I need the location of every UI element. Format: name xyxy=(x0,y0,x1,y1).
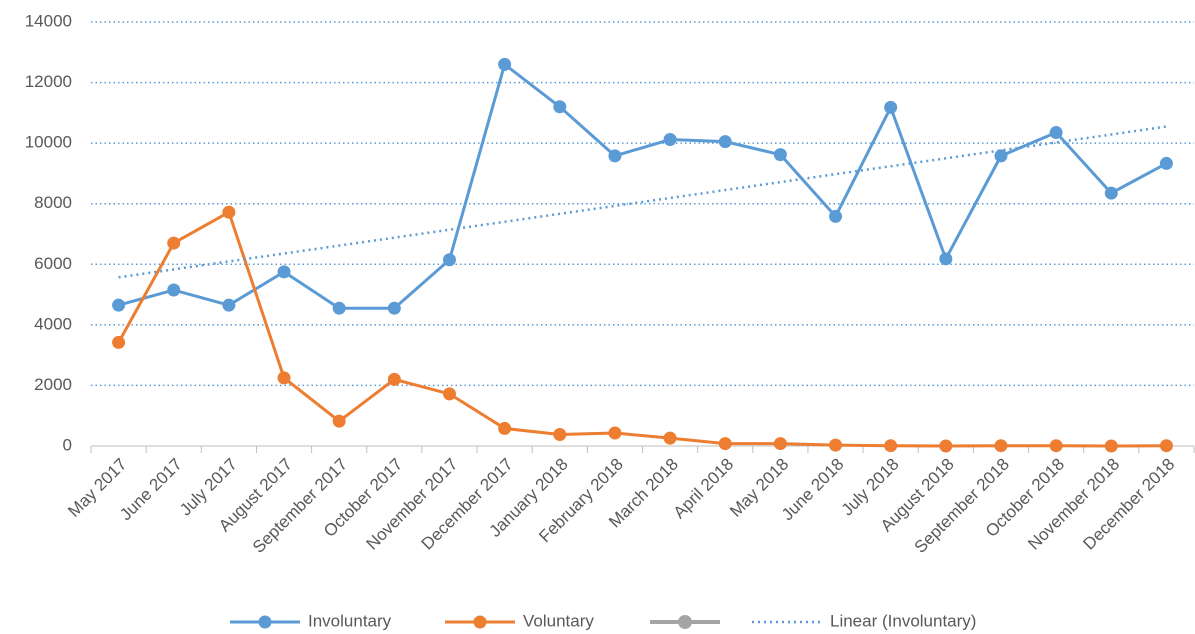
point xyxy=(718,135,732,149)
x-tick-label: September 2017 xyxy=(249,455,351,557)
point xyxy=(553,100,567,114)
point xyxy=(608,426,622,440)
y-tick-label: 6000 xyxy=(34,254,72,273)
point xyxy=(332,414,346,428)
point xyxy=(829,209,843,223)
point xyxy=(1104,186,1118,200)
point xyxy=(884,100,898,114)
point xyxy=(442,253,456,267)
point xyxy=(112,298,126,312)
point xyxy=(498,57,512,71)
trendline xyxy=(118,125,1167,279)
point xyxy=(553,427,567,441)
point xyxy=(994,149,1008,163)
point xyxy=(1049,439,1063,453)
y-tick-label: 10000 xyxy=(25,133,72,152)
point xyxy=(773,437,787,451)
y-tick-label: 14000 xyxy=(25,11,72,30)
x-tick-label: September 2018 xyxy=(911,455,1013,557)
y-tick-label: 8000 xyxy=(34,193,72,212)
point xyxy=(718,437,732,451)
point xyxy=(442,387,456,401)
y-tick-label: 0 xyxy=(63,435,72,454)
point xyxy=(222,298,236,312)
point xyxy=(277,265,291,279)
legend-label: Voluntary xyxy=(523,611,594,630)
legend-unnamed xyxy=(650,615,720,629)
point xyxy=(222,205,236,219)
point xyxy=(663,133,677,147)
point xyxy=(112,335,126,349)
point xyxy=(939,439,953,453)
legend-marker xyxy=(473,615,487,629)
point xyxy=(1104,439,1118,453)
point xyxy=(994,439,1008,453)
y-tick-label: 2000 xyxy=(34,375,72,394)
y-tick-label: 12000 xyxy=(25,72,72,91)
point xyxy=(663,431,677,445)
point xyxy=(1159,439,1173,453)
legend-marker xyxy=(258,615,272,629)
point xyxy=(277,371,291,385)
point xyxy=(608,149,622,163)
legend-marker xyxy=(678,615,692,629)
point xyxy=(939,252,953,266)
point xyxy=(884,439,898,453)
point xyxy=(829,438,843,452)
x-tick-label: April 2018 xyxy=(670,455,738,523)
point xyxy=(498,421,512,435)
legend-label: Involuntary xyxy=(308,611,392,630)
point xyxy=(167,236,181,250)
point xyxy=(167,283,181,297)
series-line xyxy=(117,210,1167,448)
legend-label: Linear (Involuntary) xyxy=(830,611,976,630)
point xyxy=(1159,156,1173,170)
point xyxy=(1049,126,1063,140)
point xyxy=(387,301,401,315)
point xyxy=(773,148,787,162)
point xyxy=(332,301,346,315)
y-tick-label: 4000 xyxy=(34,314,72,333)
point xyxy=(387,372,401,386)
series-line xyxy=(118,62,1168,310)
